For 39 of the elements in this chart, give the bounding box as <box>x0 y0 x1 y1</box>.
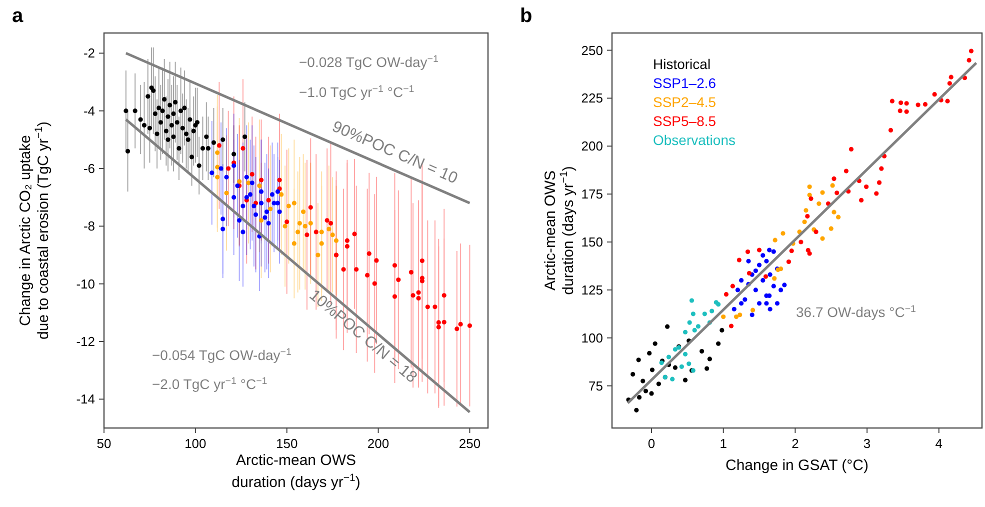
y-tick-label: 225 <box>581 90 603 106</box>
text: Historical <box>653 56 711 72</box>
y-tick-label: 75 <box>588 378 603 394</box>
x-tick-label: 1 <box>720 436 727 451</box>
y-tick-label: 200 <box>581 138 603 154</box>
y-tick-label: 150 <box>581 234 603 250</box>
annotation: −0.028 TgC OW-day$^{−1}$ <box>299 54 438 70</box>
y-tick-label: 250 <box>581 42 603 58</box>
y-tick-label: -10 <box>76 276 95 292</box>
x-axis-title: Arctic-mean OWS duration (days yr$^{−1}$) <box>232 452 360 491</box>
text: SSP5–8.5 <box>653 113 716 129</box>
y-tick-label: 100 <box>581 330 603 346</box>
text: SSP2–4.5 <box>653 94 716 110</box>
y-tick-label: -14 <box>76 392 95 407</box>
x-axis-title: Change in GSAT (°C) <box>726 457 869 474</box>
annotation: −1.0 TgC yr$^{−1}$ °C$^{−1}$ <box>299 84 414 100</box>
y-tick-label: 175 <box>581 186 603 202</box>
x-tick-label: 100 <box>184 436 206 451</box>
y-tick-label: -2 <box>83 46 95 61</box>
annotation: −2.0 TgC yr$^{−1}$ °C$^{−1}$ <box>152 376 268 392</box>
annotation: 36.7 OW-days °C$^{−1}$ <box>796 304 916 320</box>
y-tick-label: -8 <box>83 218 95 234</box>
x-tick-label: 0 <box>648 436 656 451</box>
x-tick-label: 4 <box>935 436 943 451</box>
y-tick-label: -6 <box>83 161 95 176</box>
y-tick-label: 125 <box>581 282 603 298</box>
annotation: −0.054 TgC OW-day$^{−1}$ <box>152 346 292 363</box>
y-tick-label: -4 <box>83 103 95 118</box>
chart-title: a <box>12 5 24 27</box>
text: SSP1–2.6 <box>653 75 716 91</box>
x-tick-label: 250 <box>458 436 481 451</box>
x-tick-label: 200 <box>367 436 390 451</box>
text: Observations <box>653 132 736 148</box>
x-tick-label: 50 <box>96 436 112 451</box>
x-tick-label: 150 <box>276 436 298 451</box>
chart-title: b <box>520 5 532 27</box>
x-tick-label: 3 <box>863 436 871 451</box>
y-tick-label: -12 <box>76 334 95 350</box>
x-tick-label: 2 <box>792 436 799 451</box>
